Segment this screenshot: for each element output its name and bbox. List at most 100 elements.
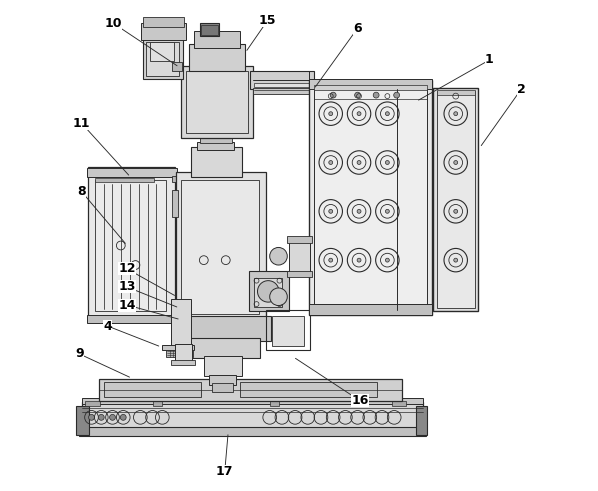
Text: 4: 4: [103, 320, 112, 332]
Circle shape: [329, 112, 332, 116]
Bar: [146, 42, 179, 76]
Bar: [309, 304, 432, 315]
Text: 1: 1: [485, 54, 494, 66]
Circle shape: [98, 414, 104, 420]
Text: 9: 9: [75, 348, 84, 360]
Bar: [309, 79, 432, 89]
Bar: [175, 344, 191, 363]
Bar: [287, 236, 312, 243]
Bar: [162, 345, 194, 351]
Circle shape: [355, 92, 361, 98]
Bar: [172, 62, 182, 71]
Bar: [204, 356, 242, 376]
Bar: [88, 167, 175, 319]
Circle shape: [258, 281, 279, 302]
Bar: [186, 71, 248, 133]
Bar: [80, 427, 426, 436]
Text: 8: 8: [77, 185, 86, 198]
Circle shape: [330, 92, 336, 98]
Bar: [172, 176, 202, 182]
Bar: [176, 316, 271, 341]
Bar: [437, 90, 475, 95]
Text: 17: 17: [216, 464, 234, 478]
Text: 16: 16: [352, 394, 369, 407]
Circle shape: [120, 414, 126, 420]
Bar: [212, 383, 233, 392]
Circle shape: [454, 258, 457, 262]
Circle shape: [329, 161, 332, 164]
Bar: [287, 272, 312, 277]
Circle shape: [386, 209, 389, 213]
Bar: [250, 71, 313, 89]
Bar: [87, 168, 177, 177]
Bar: [191, 147, 242, 177]
Bar: [266, 310, 310, 351]
Bar: [143, 17, 184, 27]
Bar: [240, 382, 377, 397]
Bar: [272, 316, 304, 346]
Circle shape: [386, 112, 389, 116]
Circle shape: [454, 161, 457, 164]
Circle shape: [270, 288, 287, 305]
Bar: [434, 88, 478, 311]
Text: 6: 6: [353, 22, 362, 35]
Bar: [202, 25, 218, 34]
Circle shape: [454, 209, 457, 213]
Bar: [77, 406, 89, 435]
Bar: [82, 402, 423, 429]
Bar: [82, 398, 423, 404]
Text: 2: 2: [517, 83, 526, 96]
Bar: [85, 401, 100, 406]
Bar: [200, 24, 219, 35]
Bar: [95, 178, 154, 182]
Circle shape: [89, 414, 94, 420]
Bar: [189, 44, 245, 71]
Circle shape: [109, 414, 115, 420]
Circle shape: [357, 112, 361, 116]
Text: 11: 11: [73, 117, 90, 130]
Bar: [152, 401, 162, 406]
Text: 14: 14: [118, 299, 136, 312]
Bar: [437, 91, 475, 308]
Bar: [171, 299, 191, 348]
Circle shape: [329, 209, 332, 213]
Circle shape: [357, 258, 361, 262]
Bar: [313, 85, 427, 310]
Bar: [99, 379, 401, 401]
Circle shape: [393, 92, 399, 98]
Bar: [200, 137, 232, 143]
Bar: [176, 176, 197, 179]
Circle shape: [386, 161, 389, 164]
Bar: [254, 278, 282, 306]
Bar: [270, 401, 279, 406]
Text: 12: 12: [118, 262, 136, 275]
Bar: [176, 172, 266, 319]
Bar: [254, 83, 309, 87]
Bar: [309, 81, 432, 315]
Bar: [313, 85, 427, 90]
Bar: [103, 382, 202, 397]
Circle shape: [454, 112, 457, 116]
Text: 15: 15: [258, 14, 276, 27]
Text: 13: 13: [118, 280, 136, 294]
Circle shape: [373, 92, 379, 98]
Bar: [392, 401, 407, 406]
Circle shape: [329, 258, 332, 262]
Circle shape: [386, 258, 389, 262]
Text: 10: 10: [105, 17, 122, 30]
Bar: [289, 237, 310, 275]
Bar: [141, 24, 186, 40]
Circle shape: [357, 209, 361, 213]
Bar: [87, 315, 177, 323]
Bar: [194, 30, 240, 48]
Bar: [150, 42, 174, 61]
Bar: [209, 375, 236, 384]
Bar: [252, 88, 311, 94]
Bar: [197, 141, 234, 150]
Bar: [188, 338, 260, 358]
Bar: [95, 180, 166, 311]
Bar: [416, 406, 427, 435]
Circle shape: [357, 161, 361, 164]
Bar: [172, 191, 178, 217]
Bar: [249, 272, 289, 311]
